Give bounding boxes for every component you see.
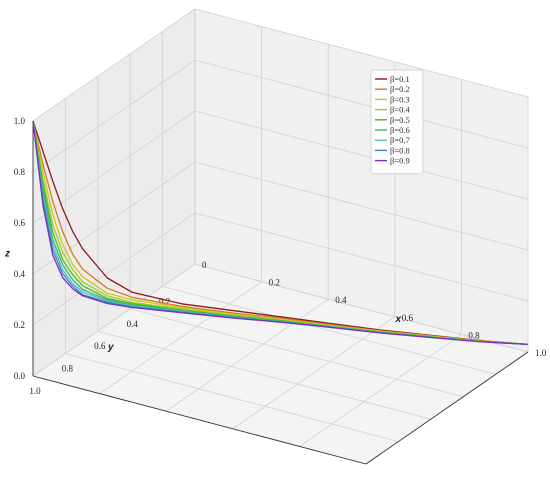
y-tick-label: 0.8 bbox=[62, 364, 74, 374]
z-axis-label: z bbox=[4, 249, 10, 260]
grid-line bbox=[194, 110, 529, 200]
series-line bbox=[32, 120, 529, 346]
grid-line bbox=[32, 263, 196, 377]
grid-line bbox=[194, 161, 529, 251]
grid-line bbox=[194, 212, 529, 302]
legend-label: β=0.2 bbox=[390, 84, 410, 94]
grid-line bbox=[32, 110, 196, 224]
y-tick-label: 1.0 bbox=[29, 386, 41, 396]
y-axis-line bbox=[32, 375, 367, 465]
grid-line bbox=[32, 59, 196, 173]
grid-line bbox=[32, 212, 196, 326]
legend-box bbox=[370, 69, 424, 175]
legend-label: β=0.5 bbox=[390, 115, 410, 125]
grid-line bbox=[299, 334, 462, 447]
z-tick-label: 1.0 bbox=[14, 116, 26, 126]
y-tick-label: 0.6 bbox=[94, 341, 106, 351]
grid-line bbox=[32, 8, 196, 122]
legend-label: β=0.8 bbox=[390, 145, 410, 155]
x-tick-label: 1.0 bbox=[535, 348, 547, 358]
legend-label: β=0.6 bbox=[390, 125, 410, 135]
floor-pane bbox=[33, 264, 528, 464]
axis-lines bbox=[32, 121, 529, 465]
legend: β=0.1β=0.2β=0.3β=0.4β=0.5β=0.6β=0.7β=0.8… bbox=[370, 69, 424, 175]
grid-line bbox=[99, 281, 262, 394]
back-wall-pane bbox=[195, 9, 528, 352]
z-tick-label: 0.8 bbox=[14, 167, 26, 177]
legend-label: β=0.3 bbox=[390, 94, 410, 104]
x-tick-label: 0 bbox=[202, 260, 207, 270]
grid-line bbox=[162, 286, 496, 375]
z-tick-label: 0.2 bbox=[14, 320, 25, 330]
legend-label: β=0.9 bbox=[390, 156, 410, 166]
grid-line bbox=[97, 330, 431, 420]
grid-line bbox=[65, 353, 399, 442]
x-axis-label: x bbox=[395, 314, 402, 325]
x-tick-label: 0.2 bbox=[269, 278, 280, 288]
x-tick-label: 0.8 bbox=[468, 330, 480, 340]
grid-line bbox=[194, 8, 529, 98]
z-tick-label: 0.6 bbox=[14, 218, 26, 228]
x-axis-line bbox=[365, 351, 529, 465]
legend-label: β=0.4 bbox=[390, 105, 410, 115]
grid-line bbox=[32, 161, 196, 275]
x-tick-label: 0.6 bbox=[402, 313, 414, 323]
grid-line bbox=[232, 316, 396, 430]
series-lines bbox=[32, 120, 529, 346]
y-tick-label: 0.2 bbox=[159, 296, 170, 306]
y-tick-label: 0.4 bbox=[127, 319, 139, 329]
grid-line bbox=[194, 59, 529, 149]
x-tick-label: 0.4 bbox=[335, 295, 347, 305]
grid-line bbox=[194, 263, 529, 353]
legend-label: β=0.7 bbox=[390, 135, 410, 145]
grid-line bbox=[165, 298, 329, 412]
tick-labels: 0.0 0.2 0.4 0.6 0.8 1.0 0.2 0.4 0.6 0.8 1.0 0 0.2 0.4… bbox=[14, 116, 547, 396]
z-tick-label: 0.0 bbox=[14, 371, 26, 381]
legend-label: β=0.1 bbox=[390, 74, 410, 84]
y-axis-label: y bbox=[107, 342, 114, 353]
grid-line bbox=[130, 308, 464, 398]
z-tick-label: 0.4 bbox=[14, 269, 26, 279]
